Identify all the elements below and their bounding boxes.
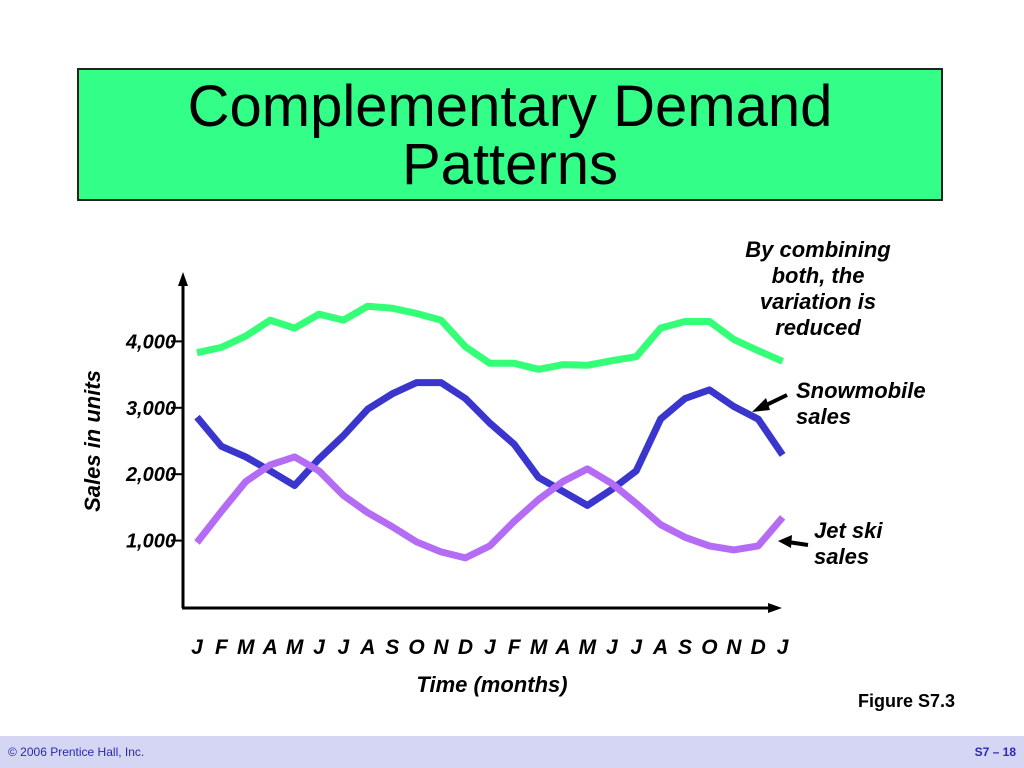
- y-tick-label: 2,000: [125, 464, 176, 486]
- x-tick-label: A: [359, 636, 375, 659]
- y-tick-label: 1,000: [126, 531, 176, 553]
- x-tick-label: J: [191, 636, 204, 659]
- annotation-arrow-head: [752, 398, 770, 412]
- x-tick-label: M: [579, 636, 597, 659]
- y-tick-label: 4,000: [125, 331, 176, 353]
- series-label: Jet ski sales: [814, 518, 883, 569]
- x-tick-label: S: [678, 636, 692, 659]
- series-line: [196, 302, 784, 373]
- series-line: [194, 379, 786, 509]
- x-tick-label: J: [630, 636, 643, 659]
- x-tick-label: O: [408, 636, 424, 659]
- y-axis-label: Sales in units: [80, 370, 105, 512]
- slide-title: Complementary Demand Patterns: [77, 68, 943, 201]
- x-tick-label: O: [701, 636, 717, 659]
- x-tick-label: J: [484, 636, 497, 659]
- x-tick-label: J: [338, 636, 351, 659]
- footer-left: © 2006 Prentice Hall, Inc.: [8, 745, 144, 759]
- x-tick-label: N: [433, 636, 449, 659]
- x-tick-label: F: [215, 636, 229, 659]
- annotation-arrow-head: [778, 535, 792, 548]
- x-tick-label: J: [606, 636, 619, 659]
- series-line: [194, 453, 786, 562]
- x-tick-label: D: [751, 636, 766, 659]
- x-axis-arrow: [768, 603, 782, 613]
- x-tick-label: M: [286, 636, 304, 659]
- x-tick-label: A: [652, 636, 668, 659]
- y-tick-label: 3,000: [126, 398, 176, 420]
- series-label: Snowmobile sales: [796, 378, 926, 429]
- x-tick-label: M: [237, 636, 255, 659]
- x-tick-label: N: [726, 636, 742, 659]
- x-axis-label: Time (months): [416, 672, 567, 697]
- x-tick-label: F: [508, 636, 522, 659]
- x-tick-label: A: [554, 636, 570, 659]
- x-tick-label: S: [385, 636, 399, 659]
- x-tick-label: D: [458, 636, 473, 659]
- x-tick-label: J: [313, 636, 326, 659]
- footer-bar: [0, 736, 1024, 768]
- footer-right: S7 – 18: [975, 745, 1017, 759]
- x-tick-label: A: [262, 636, 278, 659]
- annotation: By combining both, the variation is redu…: [745, 237, 891, 340]
- x-tick-label: M: [530, 636, 548, 659]
- figure-label: Figure S7.3: [858, 691, 955, 711]
- x-tick-label: J: [777, 636, 790, 659]
- y-axis-arrow: [178, 272, 188, 286]
